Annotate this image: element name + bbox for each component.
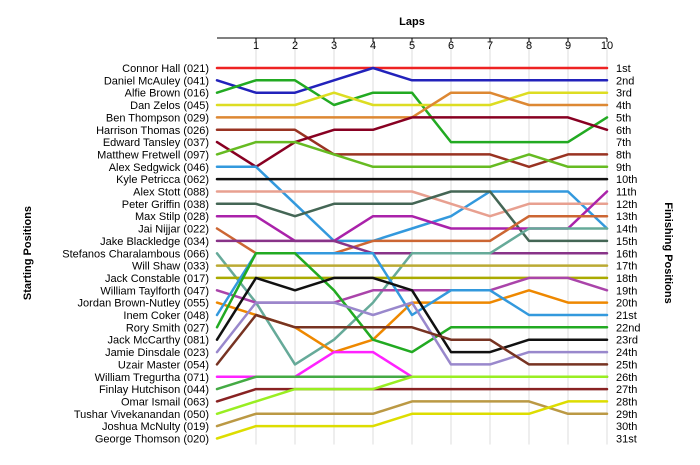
finishing-position-label: 12th [616,199,637,211]
lap-tick-labels: 1 2 3 4 5 6 7 8 9 10 [253,38,613,52]
series-line-4 [215,91,609,107]
starting-position-label: Inem Coker (048) [123,310,209,322]
lap-tick-label: 3 [331,40,337,52]
x-axis-title: Laps [399,16,425,28]
series-line-25 [215,313,609,366]
finishing-position-label: 7th [616,137,631,149]
finishing-position-label: 11th [616,187,637,199]
starting-position-label: Jai Nijjar (022) [138,224,209,236]
series-line-23 [215,276,609,354]
finishing-position-label: 4th [616,100,631,112]
starting-position-label: Kyle Petricca (062) [116,174,209,186]
finishing-position-label: 10th [616,174,637,186]
series-line-31 [215,400,609,440]
finishing-position-label: 24th [616,347,637,359]
finishing-position-label: 25th [616,359,637,371]
starting-position-label: Harrison Thomas (026) [96,125,209,137]
series-line-24 [215,301,609,366]
starting-position-label: William Tregurtha (071) [95,372,209,384]
starting-position-label: Stefanos Charalambous (066) [62,248,209,260]
series-lines [215,66,609,440]
finishing-position-label: 29th [616,409,637,421]
series-line-8 [215,140,609,169]
lap-tick-label: 1 [253,40,259,52]
finishing-position-label: 8th [616,149,631,161]
starting-position-label: Jack Constable (017) [105,273,209,285]
lap-tick-label: 4 [370,40,376,52]
finishing-position-label: 21st [616,310,637,322]
starting-position-label: Joshua McNulty (019) [102,421,209,433]
series-line-22 [215,252,609,354]
starting-position-label: Alex Stott (088) [133,187,209,199]
finishing-position-label: 26th [616,372,637,384]
starting-position-label: Will Shaw (033) [132,261,209,273]
finishing-position-label: 22nd [616,322,640,334]
starting-position-label: Omar Ismail (063) [121,396,209,408]
starting-position-label: Jake Blackledge (034) [100,236,209,248]
starting-position-labels: Connor Hall (021)Daniel McAuley (041)Alf… [62,63,209,446]
finishing-position-label: 20th [616,298,637,310]
series-line-28 [215,387,609,403]
finishing-position-label: 5th [616,112,631,124]
finishing-position-label: 1st [616,63,631,75]
finishing-position-label: 19th [616,285,637,297]
lap-tick-label: 7 [487,40,493,52]
finishing-position-label: 9th [616,162,631,174]
starting-position-label: Dan Zelos (045) [130,100,209,112]
finishing-position-label: 2nd [616,75,634,87]
starting-position-label: Ben Thompson (029) [106,112,209,124]
starting-position-label: Jordan Brown-Nutley (055) [78,298,209,310]
lap-tick-label: 2 [292,40,298,52]
starting-position-label: Peter Griffin (038) [122,199,209,211]
series-line-7 [215,116,609,169]
starting-position-label: Jack McCarthy (081) [108,335,209,347]
starting-position-label: George Thomson (020) [95,434,209,446]
finishing-position-label: 27th [616,384,637,396]
starting-position-label: Tushar Vivekanandan (050) [74,409,209,421]
starting-position-label: Rory Smith (027) [126,322,209,334]
finishing-position-label: 14th [616,224,637,236]
series-line-30 [215,400,609,428]
lap-tick-label: 10 [601,40,613,52]
starting-position-label: Finlay Hutchison (044) [99,384,209,396]
series-line-6 [215,128,609,169]
series-line-16 [215,227,609,366]
starting-position-label: Edward Tansley (037) [103,137,209,149]
finishing-position-label: 28th [616,396,637,408]
series-line-12 [215,190,609,243]
finishing-position-label: 13th [616,211,637,223]
starting-position-label: Alex Sedgwick (046) [109,162,209,174]
finishing-position-label: 17th [616,261,637,273]
finishing-position-label: 23rd [616,335,638,347]
right-axis-title: Finishing Positions [662,202,674,303]
starting-position-label: Jamie Dinsdale (023) [105,347,209,359]
starting-position-label: Alfie Brown (016) [125,88,209,100]
series-line-29 [215,375,609,416]
finishing-position-label: 15th [616,236,637,248]
finishing-position-label: 3rd [616,88,632,100]
starting-position-label: William Taylforth (047) [100,285,209,297]
starting-position-label: Connor Hall (021) [122,63,209,75]
finishing-position-label: 6th [616,125,631,137]
starting-position-label: Daniel McAuley (041) [104,75,209,87]
finishing-position-label: 16th [616,248,637,260]
finishing-position-labels: 1st2nd3rd4th5th6th7th8th9th10th11th12th1… [616,63,640,446]
series-line-2 [215,66,609,94]
finishing-position-label: 18th [616,273,637,285]
lap-tick-label: 6 [448,40,454,52]
finishing-position-label: 30th [616,421,637,433]
starting-position-label: Matthew Fretwell (097) [97,149,209,161]
series-line-11 [215,190,609,218]
starting-position-label: Uzair Master (054) [118,359,209,371]
starting-position-label: Max Stilp (028) [135,211,209,223]
finishing-position-label: 31st [616,434,637,446]
left-axis-title: Starting Positions [22,206,34,300]
series-line-3 [215,79,609,144]
lap-tick-label: 8 [526,40,532,52]
lap-tick-label: 9 [565,40,571,52]
lap-tick-label: 5 [409,40,415,52]
